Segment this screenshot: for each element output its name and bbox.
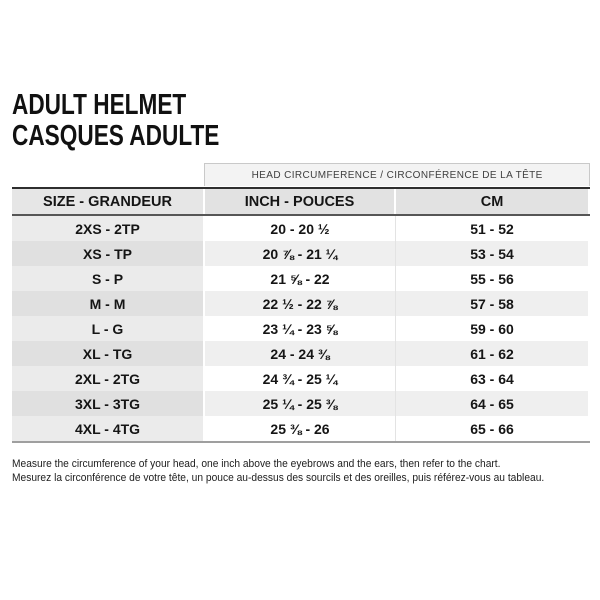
size-cell: L - G: [12, 316, 205, 341]
inch-cell: 22 ½ - 22 ⅞: [205, 291, 396, 316]
inch-cell: 24 ¾ - 25 ¼: [205, 366, 396, 391]
instruction-line-en: Measure the circumference of your head, …: [12, 458, 501, 470]
size-cell: M - M: [12, 291, 205, 316]
page-title: ADULT HELMET CASQUES ADULTE: [12, 90, 219, 152]
inch-cell: 25 ¼ - 25 ⅜: [205, 391, 396, 416]
column-header-inch: INCH - POUCES: [205, 189, 396, 214]
cm-cell: 55 - 56: [396, 266, 588, 291]
cm-cell: 59 - 60: [396, 316, 588, 341]
column-header-size: SIZE - GRANDEUR: [12, 189, 205, 214]
column-header-cm: CM: [396, 189, 588, 214]
measurement-instructions: Measure the circumference of your head, …: [12, 457, 544, 485]
size-cell: 4XL - 4TG: [12, 416, 205, 441]
cm-cell: 57 - 58: [396, 291, 588, 316]
inch-cell: 20 - 20 ½: [205, 216, 396, 241]
cm-cell: 65 - 66: [396, 416, 588, 441]
cm-cell: 61 - 62: [396, 341, 588, 366]
inch-cell: 21 ⅝ - 22: [205, 266, 396, 291]
cm-cell: 63 - 64: [396, 366, 588, 391]
size-cell: S - P: [12, 266, 205, 291]
head-circumference-header: HEAD CIRCUMFERENCE / CIRCONFÉRENCE DE LA…: [204, 163, 590, 186]
table-row: S - P 21 ⅝ - 22 55 - 56: [12, 266, 590, 291]
column-header-row: SIZE - GRANDEUR INCH - POUCES CM: [12, 187, 590, 216]
table-body: 2XS - 2TP 20 - 20 ½ 51 - 52 XS - TP 20 ⅞…: [12, 216, 590, 443]
table-row: 2XS - 2TP 20 - 20 ½ 51 - 52: [12, 216, 590, 241]
band-spacer: [12, 163, 204, 187]
table-row: XS - TP 20 ⅞ - 21 ¼ 53 - 54: [12, 241, 590, 266]
cm-cell: 51 - 52: [396, 216, 588, 241]
size-cell: 3XL - 3TG: [12, 391, 205, 416]
inch-cell: 20 ⅞ - 21 ¼: [205, 241, 396, 266]
page-title-line-en: ADULT HELMET: [12, 89, 187, 121]
inch-cell: 23 ¼ - 23 ⅝: [205, 316, 396, 341]
table-row: 2XL - 2TG 24 ¾ - 25 ¼ 63 - 64: [12, 366, 590, 391]
head-circumference-band-row: HEAD CIRCUMFERENCE / CIRCONFÉRENCE DE LA…: [12, 163, 590, 187]
size-cell: XL - TG: [12, 341, 205, 366]
inch-cell: 24 - 24 ⅜: [205, 341, 396, 366]
cm-cell: 53 - 54: [396, 241, 588, 266]
page-title-line-fr: CASQUES ADULTE: [12, 120, 220, 152]
size-cell: 2XL - 2TG: [12, 366, 205, 391]
size-cell: 2XS - 2TP: [12, 216, 205, 241]
table-row: M - M 22 ½ - 22 ⅞ 57 - 58: [12, 291, 590, 316]
table-row: L - G 23 ¼ - 23 ⅝ 59 - 60: [12, 316, 590, 341]
cm-cell: 64 - 65: [396, 391, 588, 416]
size-cell: XS - TP: [12, 241, 205, 266]
table-row: 3XL - 3TG 25 ¼ - 25 ⅜ 64 - 65: [12, 391, 590, 416]
inch-cell: 25 ⅜ - 26: [205, 416, 396, 441]
size-chart-table: HEAD CIRCUMFERENCE / CIRCONFÉRENCE DE LA…: [12, 163, 590, 443]
table-row: 4XL - 4TG 25 ⅜ - 26 65 - 66: [12, 416, 590, 441]
table-row: XL - TG 24 - 24 ⅜ 61 - 62: [12, 341, 590, 366]
instruction-line-fr: Mesurez la circonférence de votre tête, …: [12, 472, 545, 484]
